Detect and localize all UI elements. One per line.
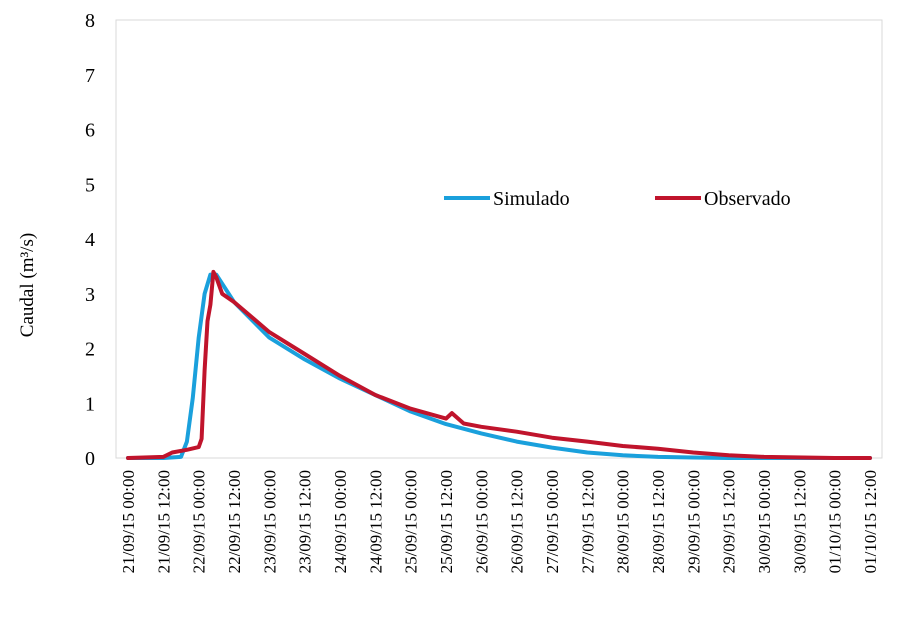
x-tick-labels: 21/09/15 00:00 21/09/15 12:00 22/09/15 00:… [119, 470, 880, 573]
x-tick-label: 01/10/15 12:00 [861, 470, 880, 573]
y-tick-label: 5 [85, 174, 95, 196]
y-tick-label: 4 [85, 229, 95, 251]
x-tick-label: 28/09/15 00:00 [614, 470, 633, 573]
x-tick-label: 01/10/15 00:00 [826, 470, 845, 573]
legend-label-observado: Observado [704, 188, 791, 210]
x-tick-label: 29/09/15 00:00 [684, 470, 703, 573]
x-tick-label: 21/09/15 12:00 [154, 470, 173, 573]
y-tick-labels: 0 1 2 3 4 5 6 7 8 [85, 10, 95, 470]
x-tick-label: 23/09/15 00:00 [260, 470, 279, 573]
x-tick-label: 23/09/15 12:00 [296, 470, 315, 573]
y-tick-label: 0 [85, 448, 95, 470]
x-tick-label: 29/09/15 12:00 [720, 470, 739, 573]
y-tick-label: 2 [85, 339, 95, 361]
y-tick-label: 3 [85, 284, 95, 306]
y-tick-label: 8 [85, 10, 95, 32]
legend-label-simulado: Simulado [493, 188, 570, 210]
x-tick-label: 24/09/15 12:00 [366, 470, 385, 573]
x-tick-label: 26/09/15 12:00 [508, 470, 527, 573]
x-tick-label: 25/09/15 00:00 [402, 470, 421, 573]
series-layer [126, 269, 872, 460]
x-tick-label: 27/09/15 12:00 [578, 470, 597, 573]
x-tick-label: 30/09/15 00:00 [755, 470, 774, 573]
y-tick-label: 1 [85, 393, 95, 415]
x-tick-label: 21/09/15 00:00 [119, 470, 138, 573]
x-tick-label: 24/09/15 00:00 [331, 470, 350, 573]
series-line-observado [126, 269, 872, 460]
x-tick-label: 30/09/15 12:00 [790, 470, 809, 573]
plot-area-frame [115, 19, 883, 459]
x-tick-label: 27/09/15 00:00 [543, 470, 562, 573]
y-axis-title: Caudal (m³/s) [17, 233, 38, 337]
x-tick-label: 22/09/15 00:00 [190, 470, 209, 573]
y-tick-label: 6 [85, 120, 95, 142]
x-tick-label: 25/09/15 12:00 [437, 470, 456, 573]
x-tick-label: 28/09/15 12:00 [649, 470, 668, 573]
x-tick-label: 26/09/15 00:00 [472, 470, 491, 573]
legend: Simulado Observado [444, 188, 791, 210]
x-tick-label: 22/09/15 12:00 [225, 470, 244, 573]
y-tick-label: 7 [85, 65, 95, 87]
